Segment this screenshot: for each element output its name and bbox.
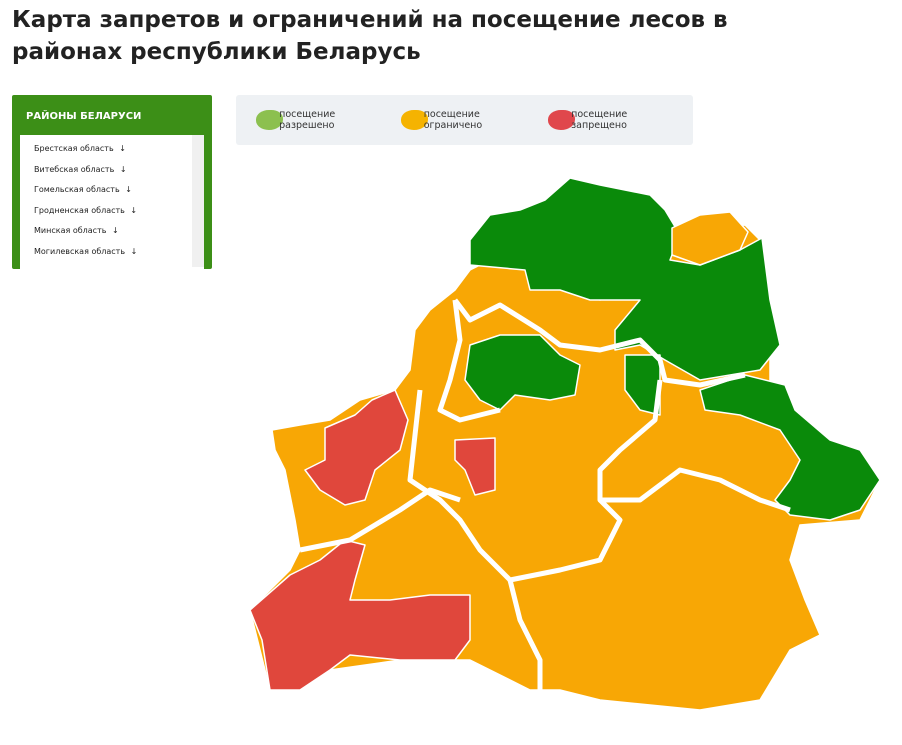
legend-swatch	[548, 110, 576, 130]
region-allowed	[699, 374, 881, 521]
scrollbar[interactable]	[192, 135, 204, 267]
legend-swatch	[256, 110, 284, 130]
oblast-border	[407, 389, 623, 583]
region-restricted	[671, 211, 749, 266]
region-allowed	[464, 334, 581, 411]
page-title: Карта запретов и ограничений на посещени…	[12, 7, 728, 65]
legend-label: посещение разрешено	[279, 109, 336, 131]
district-item[interactable]: Могилевская область	[34, 242, 204, 263]
district-item[interactable]: Витебская область	[34, 160, 204, 181]
district-list: РАЙОНЫ БЕЛАРУСИ Брестская областьВитебск…	[12, 95, 212, 271]
district-item[interactable]: Гомельская область	[34, 180, 204, 201]
oblast-border	[453, 298, 746, 388]
legend-label: посещение запрещено	[571, 109, 628, 131]
oblast-border	[507, 579, 543, 690]
legend-swatch	[400, 110, 428, 130]
region-forbidden	[454, 437, 496, 496]
district-item[interactable]: Брестская область	[34, 139, 204, 160]
legend-item: посещение ограничено	[400, 109, 530, 131]
oblast-border	[597, 379, 791, 513]
district-items: Брестская областьВитебская областьГомель…	[20, 135, 204, 271]
legend: посещение разрешено посещение ограничено п…	[236, 95, 693, 145]
legend-item: посещение разрешено	[256, 109, 383, 131]
district-item[interactable]: Гродненская область	[34, 201, 204, 222]
district-item[interactable]: Минская область	[34, 221, 204, 242]
oblast-border	[299, 487, 461, 553]
district-list-title: РАЙОНЫ БЕЛАРУСИ	[26, 111, 142, 122]
region-allowed	[469, 177, 781, 381]
region-forbidden	[304, 389, 409, 506]
oblast-border	[437, 299, 501, 423]
legend-item: посещение запрещено	[548, 109, 675, 131]
legend-label: посещение ограничено	[423, 109, 483, 131]
